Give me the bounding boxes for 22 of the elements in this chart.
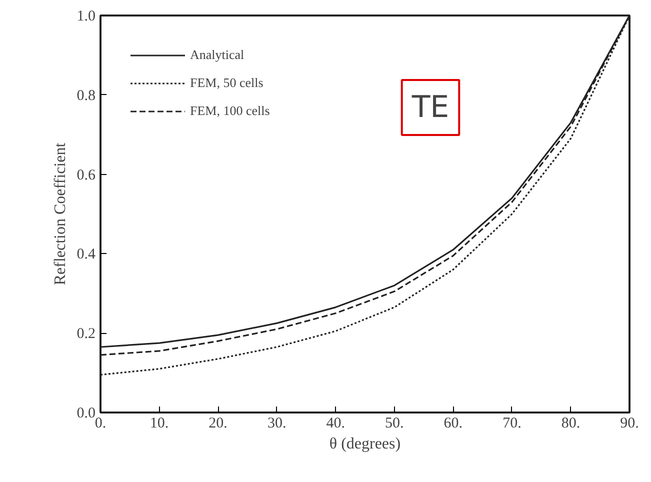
y-tick-label: 0.6 (76, 167, 96, 184)
x-tick-label: 10. (150, 416, 169, 432)
x-axis-title: θ (degrees) (329, 436, 401, 452)
x-tick-label: 80. (561, 416, 580, 432)
x-tick-label: 30. (267, 416, 286, 432)
y-tick-label: 1.0 (76, 8, 96, 24)
y-tick-label: 0.8 (76, 88, 96, 104)
x-tick-label: 70. (502, 416, 522, 432)
legend-label: FEM, 50 cells (190, 75, 264, 91)
x-tick-label: 60. (444, 416, 463, 432)
y-tick-label: 0.2 (76, 326, 96, 342)
x-tick-label: 40. (326, 416, 345, 432)
y-axis-title: Reflection Coefficient (52, 142, 69, 286)
x-tick-label: 90. (620, 416, 639, 432)
y-tick-label: 0.0 (76, 406, 96, 422)
annotation: TE (410, 90, 450, 125)
legend-label: Analytical (190, 47, 244, 63)
y-tick-label: 0.4 (76, 246, 96, 263)
x-tick-label: 0. (94, 416, 106, 432)
x-tick-label: 50. (385, 416, 404, 432)
x-tick-label: 20. (208, 416, 228, 432)
legend-label: FEM, 100 cells (190, 103, 270, 119)
